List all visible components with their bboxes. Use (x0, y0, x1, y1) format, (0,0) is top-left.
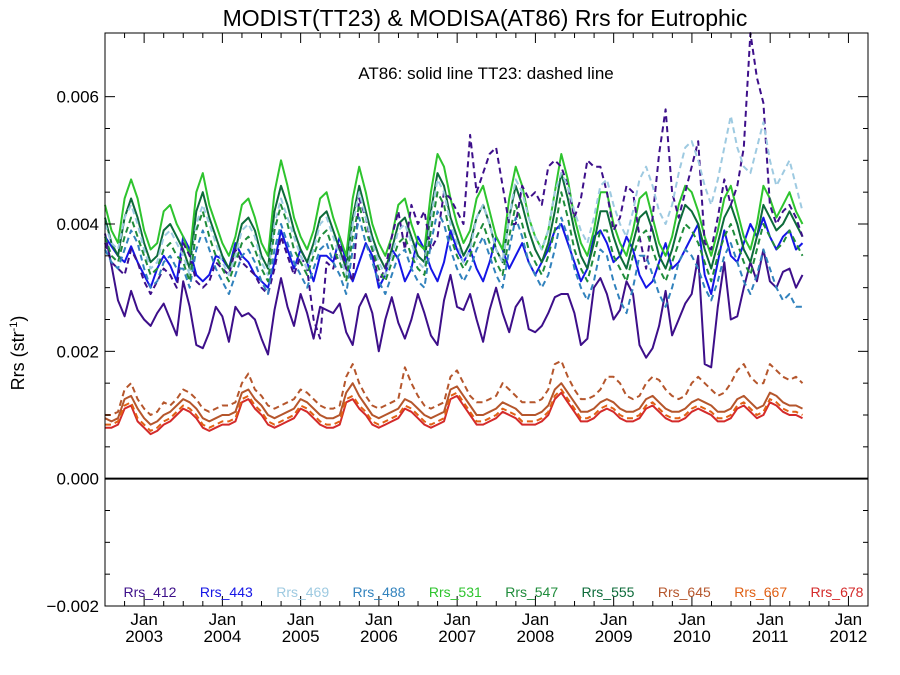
x-tick-label-month: Jan (600, 610, 627, 629)
y-tick-label: 0.006 (56, 88, 99, 107)
series-line-rrs-645-at86 (104, 382, 803, 426)
chart-title: MODIST(TT23) & MODISA(AT86) Rrs for Eutr… (223, 5, 748, 31)
series-line-rrs-412-at86 (104, 233, 804, 369)
legend-item-rrs-469: Rrs_469 (276, 584, 329, 600)
y-axis-label-sup: -1 (8, 322, 20, 332)
x-tick-label-month: Jan (522, 610, 549, 629)
series-line-rrs-645-tt23 (105, 359, 804, 416)
x-tick-label-year: 2012 (830, 627, 868, 646)
x-tick-label-month: Jan (443, 610, 470, 629)
x-tick-label-year: 2011 (752, 627, 789, 646)
legend-item-rrs-547: Rrs_547 (505, 584, 558, 600)
y-axis-label: Rrs (str-1) (8, 316, 28, 391)
x-tick-label-month: Jan (130, 610, 157, 629)
series-line-rrs-547-tt23 (104, 191, 804, 283)
x-tick-label-month: Jan (365, 610, 392, 629)
x-tick-label-month: Jan (835, 610, 862, 629)
legend-item-rrs-488: Rrs_488 (353, 584, 406, 600)
x-tick-label-year: 2004 (203, 627, 241, 646)
chart-annotation: AT86: solid line TT23: dashed line (358, 64, 613, 83)
y-tick-label: 0.004 (56, 215, 99, 234)
plot-area (104, 32, 869, 607)
legend-item-rrs-412: Rrs_412 (124, 584, 177, 600)
x-tick-label-month: Jan (287, 610, 314, 629)
series-line-rrs-678-at86 (105, 391, 803, 436)
series-line-rrs-488-tt23 (104, 210, 803, 315)
series-line-rrs-667-tt23 (105, 388, 803, 432)
legend-item-rrs-531: Rrs_531 (429, 584, 482, 600)
x-tick-label-year: 2007 (438, 627, 476, 646)
x-tick-label-year: 2008 (516, 627, 554, 646)
x-tick-label-month: Jan (756, 610, 783, 629)
series-line-rrs-412-tt23 (104, 32, 804, 340)
legend-item-rrs-678: Rrs_678 (811, 584, 864, 600)
series-line-rrs-469-tt23 (104, 114, 804, 276)
y-tick-label: −0.002 (47, 597, 99, 616)
y-axis-label-main: Rrs (str (8, 331, 28, 390)
y-axis-label-close: ) (8, 316, 28, 322)
x-tick-label-month: Jan (209, 610, 236, 629)
y-axis: 0.006 0.004 0.002 0.000 −0.002 (47, 88, 868, 616)
legend-item-rrs-555: Rrs_555 (582, 584, 635, 600)
y-tick-label: 0.000 (56, 470, 99, 489)
y-tick-label: 0.002 (56, 342, 99, 361)
legend-item-rrs-645: Rrs_645 (658, 584, 711, 600)
x-tick-label-year: 2006 (360, 627, 398, 646)
legend-item-rrs-443: Rrs_443 (200, 584, 253, 600)
series-line-rrs-555-at86 (104, 172, 804, 270)
x-tick-label-year: 2009 (595, 627, 633, 646)
x-tick-label-year: 2003 (125, 627, 163, 646)
x-tick-label-year: 2010 (673, 627, 711, 646)
x-axis: Jan2003Jan2004Jan2005Jan2006Jan2007Jan20… (104, 33, 869, 646)
x-tick-label-month: Jan (678, 610, 705, 629)
plot-frame (104, 32, 869, 607)
legend-item-rrs-667: Rrs_667 (734, 584, 787, 600)
x-tick-label-year: 2005 (282, 627, 320, 646)
legend: Rrs_412 Rrs_443 Rrs_469 Rrs_488 Rrs_531 Rrs_5… (124, 584, 864, 600)
